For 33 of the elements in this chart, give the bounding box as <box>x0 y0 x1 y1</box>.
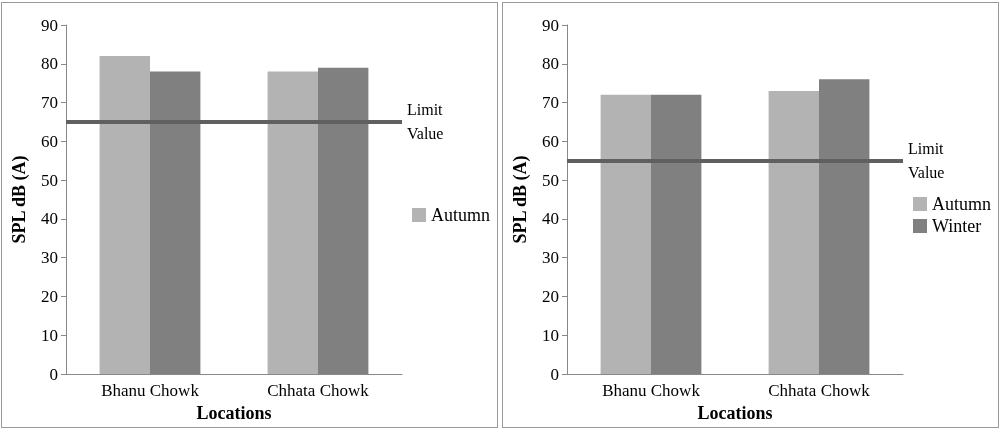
y-axis-title: SPL dB (A) <box>9 155 30 244</box>
y-tick-label: 30 <box>41 248 58 268</box>
y-tick-label: 20 <box>41 286 58 306</box>
y-tick-label: 40 <box>542 209 559 229</box>
y-tick-label: 60 <box>542 131 559 151</box>
y-tick-label: 30 <box>542 248 559 268</box>
x-axis-title: Locations <box>196 403 272 423</box>
y-tick-label: 90 <box>542 15 559 35</box>
y-tick-label: 50 <box>41 170 58 190</box>
y-tick-label: 0 <box>49 364 58 384</box>
y-tick-label: 50 <box>542 170 559 190</box>
y-tick-label: 10 <box>41 325 58 345</box>
y-tick-label: 60 <box>41 131 58 151</box>
y-tick-label: 40 <box>41 209 58 229</box>
x-tick-label: Bhanu Chowk <box>602 381 701 400</box>
y-axis-title: SPL dB (A) <box>510 155 531 244</box>
x-axis-title: Locations <box>697 403 773 423</box>
ref-line-label: Limit Value <box>908 140 948 182</box>
x-tick-label: Chhata Chowk <box>768 381 871 400</box>
y-tick-label: 70 <box>542 93 559 113</box>
x-tick-label: Chhata Chowk <box>267 381 370 400</box>
legend-label: Winter <box>932 216 982 236</box>
y-tick-label: 90 <box>41 15 58 35</box>
y-tick-label: 80 <box>41 54 58 74</box>
y-tick-label: 80 <box>542 54 559 74</box>
y-tick-label: 0 <box>550 364 559 384</box>
ref-line-label: Limit Value <box>407 101 447 143</box>
y-tick-label: 20 <box>542 286 559 306</box>
y-tick-label: 70 <box>41 93 58 113</box>
legend-label: Autumn <box>431 205 491 225</box>
legend-label: Autumn <box>932 194 992 214</box>
y-tick-label: 10 <box>542 325 559 345</box>
x-tick-label: Bhanu Chowk <box>101 381 200 400</box>
